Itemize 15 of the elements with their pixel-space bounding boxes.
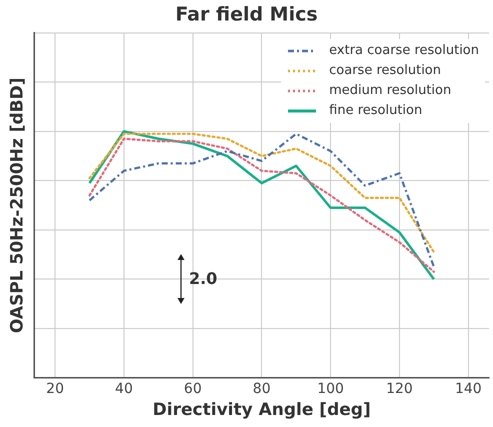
x-axis-title: Directivity Angle [deg] <box>152 400 371 420</box>
annotation: 2.0 <box>188 269 218 288</box>
x-tick-label: 80 <box>252 380 271 397</box>
x-tick-label: 140 <box>454 380 482 397</box>
legend-label: fine resolution <box>329 103 422 118</box>
legend-label: coarse resolution <box>329 63 441 78</box>
y-axis-title: OASPL 50Hz-2500Hz [dBD] <box>8 78 28 334</box>
x-tick-label: 60 <box>184 380 202 397</box>
legend-label: extra coarse resolution <box>329 43 479 58</box>
x-tick-label: 100 <box>317 380 344 397</box>
x-tick-label: 40 <box>115 380 133 397</box>
x-tick-label: 20 <box>46 380 64 397</box>
x-tick-label: 120 <box>386 380 413 397</box>
chart-title: Far field Mics <box>175 3 318 26</box>
legend-label: medium resolution <box>329 83 452 98</box>
